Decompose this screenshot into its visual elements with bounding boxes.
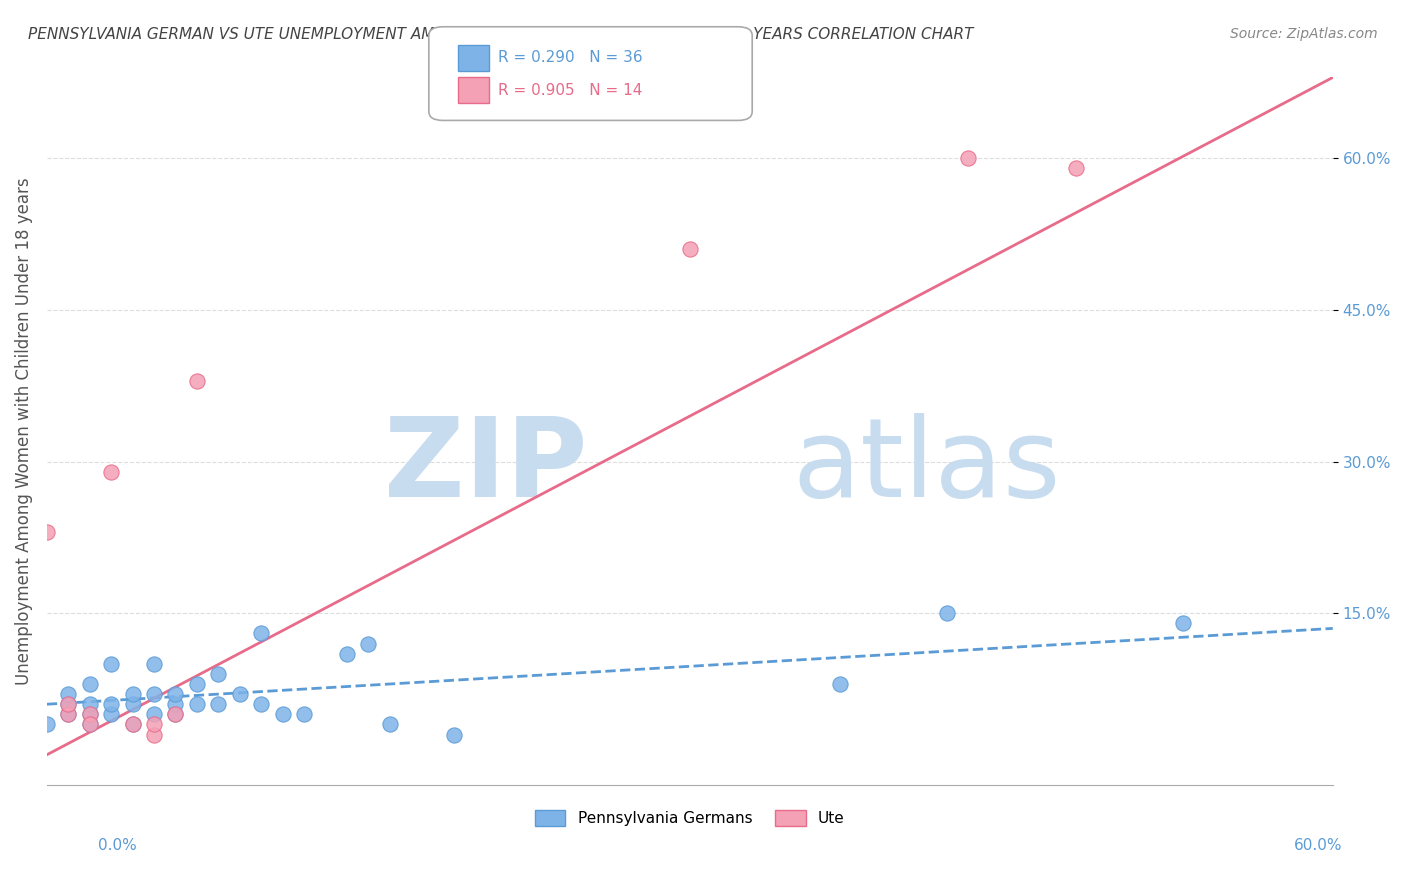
Point	[121, 717, 143, 731]
Point	[1171, 616, 1194, 631]
Point	[58, 707, 80, 722]
Point	[165, 707, 187, 722]
Point	[35, 717, 58, 731]
Point	[58, 697, 80, 711]
Point	[186, 697, 208, 711]
Point	[143, 687, 166, 701]
Point	[271, 707, 294, 722]
Text: R = 0.290   N = 36: R = 0.290 N = 36	[498, 51, 643, 65]
Point	[165, 687, 187, 701]
Point	[121, 697, 143, 711]
Point	[957, 151, 980, 165]
Point	[250, 697, 273, 711]
Point	[250, 626, 273, 640]
Point	[207, 666, 229, 681]
Point	[186, 677, 208, 691]
Point	[143, 657, 166, 671]
Point	[35, 525, 58, 540]
Point	[79, 677, 101, 691]
Point	[1064, 161, 1087, 176]
Text: ZIP: ZIP	[384, 413, 586, 520]
Point	[58, 687, 80, 701]
Point	[143, 727, 166, 741]
Text: Source: ZipAtlas.com: Source: ZipAtlas.com	[1230, 27, 1378, 41]
Text: 60.0%: 60.0%	[1295, 838, 1343, 854]
Legend: Pennsylvania Germans, Ute: Pennsylvania Germans, Ute	[527, 803, 852, 834]
Text: 0.0%: 0.0%	[98, 838, 138, 854]
Point	[292, 707, 315, 722]
Point	[378, 717, 401, 731]
Point	[143, 707, 166, 722]
Point	[79, 707, 101, 722]
Text: atlas: atlas	[793, 413, 1062, 520]
Point	[79, 707, 101, 722]
Text: PENNSYLVANIA GERMAN VS UTE UNEMPLOYMENT AMONG WOMEN WITH CHILDREN UNDER 18 YEARS: PENNSYLVANIA GERMAN VS UTE UNEMPLOYMENT …	[28, 27, 973, 42]
Point	[58, 707, 80, 722]
Point	[165, 697, 187, 711]
Point	[143, 717, 166, 731]
Point	[186, 374, 208, 388]
Point	[100, 465, 122, 479]
Point	[443, 727, 465, 741]
Point	[121, 717, 143, 731]
Point	[229, 687, 252, 701]
Point	[58, 697, 80, 711]
Point	[828, 677, 851, 691]
Point	[207, 697, 229, 711]
Point	[79, 697, 101, 711]
Point	[357, 636, 380, 650]
Point	[679, 242, 702, 256]
Point	[100, 697, 122, 711]
Point	[165, 707, 187, 722]
Text: R = 0.905   N = 14: R = 0.905 N = 14	[498, 83, 643, 97]
Point	[100, 657, 122, 671]
Point	[79, 717, 101, 731]
Point	[79, 717, 101, 731]
Point	[336, 647, 359, 661]
Point	[936, 606, 959, 620]
Point	[100, 707, 122, 722]
Y-axis label: Unemployment Among Women with Children Under 18 years: Unemployment Among Women with Children U…	[15, 178, 32, 685]
Point	[121, 687, 143, 701]
